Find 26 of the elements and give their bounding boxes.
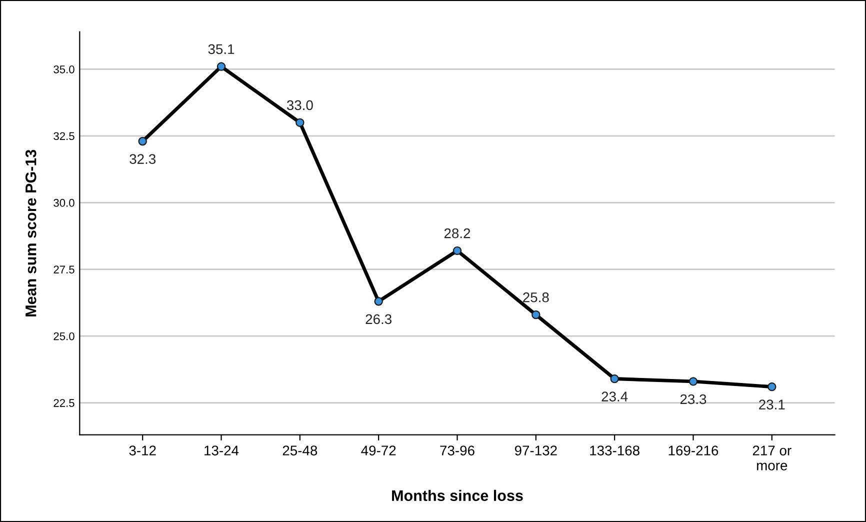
x-tick-label: 97-132	[514, 446, 557, 456]
data-label: 23.3	[680, 394, 706, 404]
data-label: 23.4	[602, 392, 628, 402]
data-label: 23.1	[759, 400, 785, 410]
data-label: 33.0	[286, 100, 313, 110]
x-tick-label: 169-216	[668, 446, 718, 456]
data-label: 28.2	[444, 228, 470, 238]
x-tick-label: 13-24	[204, 446, 239, 456]
data-label: 26.3	[366, 314, 392, 324]
y-axis-title: Mean sum score PG-13	[25, 150, 36, 316]
y-tick-label: 32.5	[54, 132, 74, 140]
data-label: 25.8	[523, 292, 549, 302]
data-label: 32.3	[130, 154, 156, 164]
data-label: 35.1	[208, 44, 234, 54]
y-tick-label: 22.5	[54, 399, 74, 407]
y-tick-label: 27.5	[54, 266, 74, 274]
x-tick-label: 3-12	[129, 446, 156, 456]
x-axis-title: Months since loss	[392, 490, 523, 502]
x-tick-label: 25-48	[282, 446, 318, 456]
y-tick-label: 25.0	[54, 332, 74, 340]
x-tick-label: 73-96	[440, 446, 474, 456]
x-tick-label: 49-72	[361, 446, 396, 456]
y-tick-label: 35.0	[54, 65, 74, 74]
x-tick-label: 217 or more	[752, 446, 792, 470]
y-tick-label: 30.0	[54, 198, 74, 207]
x-tick-label: 133-168	[590, 446, 640, 456]
